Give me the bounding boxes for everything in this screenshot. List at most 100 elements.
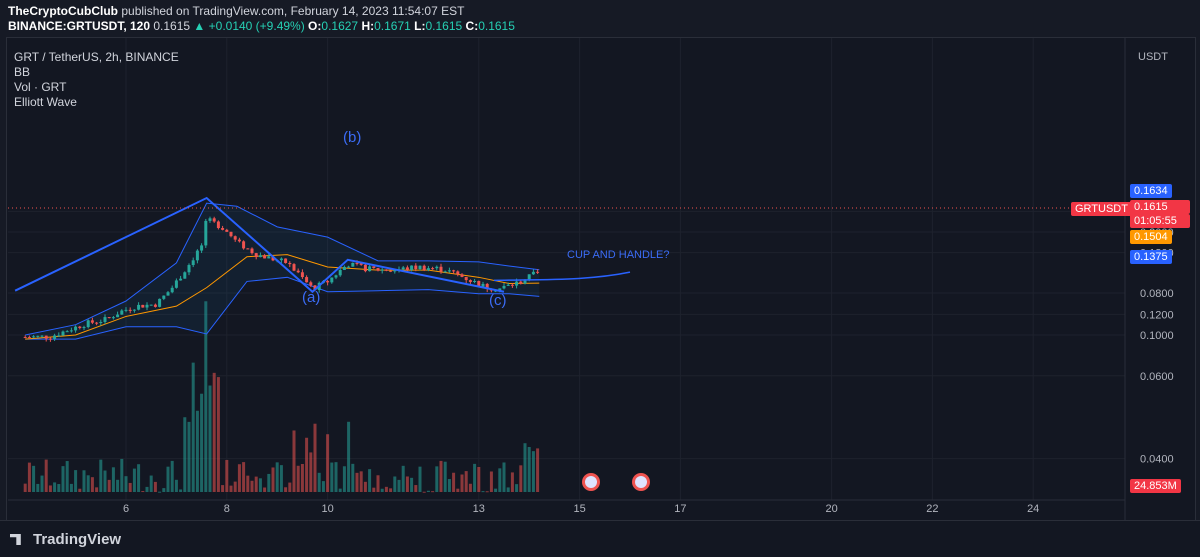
legend-title[interactable]: GRT / TetherUS, 2h, BINANCE	[14, 50, 179, 64]
volume-bar	[279, 465, 283, 492]
tradingview-logo-icon	[10, 534, 21, 545]
volume-bar	[326, 434, 330, 492]
candle-body	[431, 268, 435, 270]
volume-bar	[153, 481, 157, 492]
elliott-wave-line	[14, 196, 505, 294]
candle-body	[443, 271, 447, 273]
candle-body	[233, 236, 237, 240]
volume-bar	[204, 301, 208, 492]
symbol-ohlc-line: BINANCE:GRTUSDT, 120 0.1615 ▲ +0.0140 (+…	[8, 19, 515, 33]
volume-bar	[61, 466, 65, 492]
volume-bar	[132, 468, 136, 492]
candle-body	[40, 335, 44, 337]
volume-bar	[309, 452, 313, 492]
low-value: 0.1615	[425, 19, 463, 33]
legend-indicator-elliott[interactable]: Elliott Wave	[14, 95, 77, 109]
cup-arc	[493, 271, 631, 282]
candle-body	[204, 220, 208, 246]
candle-body	[531, 271, 535, 275]
volume-bar	[334, 462, 338, 492]
legend: GRT / TetherUS, 2h, BINANCE BB Vol · GRT…	[14, 50, 179, 110]
candle-body	[473, 280, 477, 282]
candle-body	[523, 280, 527, 284]
volume-bar	[422, 491, 426, 493]
volume-bar	[510, 472, 514, 492]
candle-body	[267, 256, 271, 259]
candle-body	[263, 255, 267, 259]
bb-basis-tag: 0.1504	[1130, 230, 1172, 244]
candle-body	[74, 326, 78, 331]
volume-bar	[393, 476, 397, 492]
candle-body	[389, 270, 393, 272]
volume-bar	[145, 486, 149, 492]
volume-bar	[242, 462, 246, 492]
x-tick-label: 15	[573, 503, 585, 515]
candle-body	[145, 304, 149, 308]
x-tick-label: 20	[825, 503, 837, 515]
volume-bar	[401, 465, 405, 492]
publisher-name[interactable]: TheCryptoCubClub	[8, 4, 118, 18]
candle-body	[309, 282, 313, 286]
volume-bar	[162, 488, 166, 492]
candle-body	[422, 265, 426, 271]
volume-bar	[460, 474, 464, 492]
candle-body	[502, 285, 506, 289]
candle-body	[27, 337, 31, 339]
wave-label-a: (a)	[302, 289, 320, 306]
candle-body	[57, 335, 61, 337]
legend-indicator-bb[interactable]: BB	[14, 65, 31, 79]
candle-body	[61, 331, 65, 336]
x-tick-label: 17	[674, 503, 686, 515]
tradingview-brand: TradingView	[33, 531, 122, 548]
tradingview-logo[interactable]: TradingView	[10, 531, 121, 548]
volume-bar	[40, 475, 44, 492]
symbol-line: BINANCE:GRTUSDT, 120	[8, 19, 151, 33]
candle-body	[128, 309, 132, 311]
candle-body	[338, 269, 342, 276]
volume-bar	[200, 393, 204, 492]
candle-body	[498, 288, 502, 291]
candle-body	[90, 320, 94, 323]
countdown-tag: 01:05:55	[1130, 214, 1190, 228]
volume-bar	[124, 476, 128, 492]
candle-body	[326, 281, 330, 283]
volume-bar	[284, 487, 288, 492]
legend-indicator-vol[interactable]: Vol · GRT	[14, 80, 67, 94]
volume-bar	[477, 466, 481, 492]
candle-body	[300, 272, 304, 278]
chart-canvas[interactable]: (b) (a) (c) CUP AND HANDLE? USDT 0.22000…	[0, 0, 1200, 520]
open-label: O:	[308, 19, 322, 33]
volume-bar	[107, 479, 111, 492]
volume-bar	[263, 487, 267, 492]
bb-fill	[25, 203, 540, 340]
annotations: (b) (a) (c) CUP AND HANDLE?	[302, 129, 670, 309]
volume-bar	[351, 463, 355, 492]
volume-bar	[103, 470, 107, 492]
candle-body	[99, 321, 103, 323]
candle-body	[426, 268, 430, 271]
volume-bar	[174, 479, 178, 492]
candle-body	[149, 304, 153, 306]
volume-bar	[330, 462, 334, 492]
volume-bar	[246, 475, 250, 492]
bb-lower-line	[25, 276, 540, 340]
candle-body	[179, 278, 183, 281]
volume-bar	[166, 466, 170, 492]
y-tick-label: 0.0400	[1140, 454, 1174, 466]
volume-bar	[179, 489, 183, 492]
volume-bar	[78, 488, 82, 492]
volume-bar	[216, 377, 220, 492]
grid-layer	[8, 38, 1126, 520]
candle-body	[23, 337, 27, 339]
candle-body	[212, 218, 216, 222]
volume-bar	[296, 465, 300, 492]
volume-bar	[313, 423, 317, 492]
volume-bar	[292, 430, 296, 492]
volume-bar	[267, 473, 271, 492]
cup-and-handle-note: CUP AND HANDLE?	[567, 249, 670, 261]
volume-bar	[447, 479, 451, 492]
volume-bar	[137, 464, 141, 492]
volume-bar	[502, 462, 506, 492]
low-label: L:	[414, 19, 426, 33]
candle-body	[36, 335, 40, 337]
